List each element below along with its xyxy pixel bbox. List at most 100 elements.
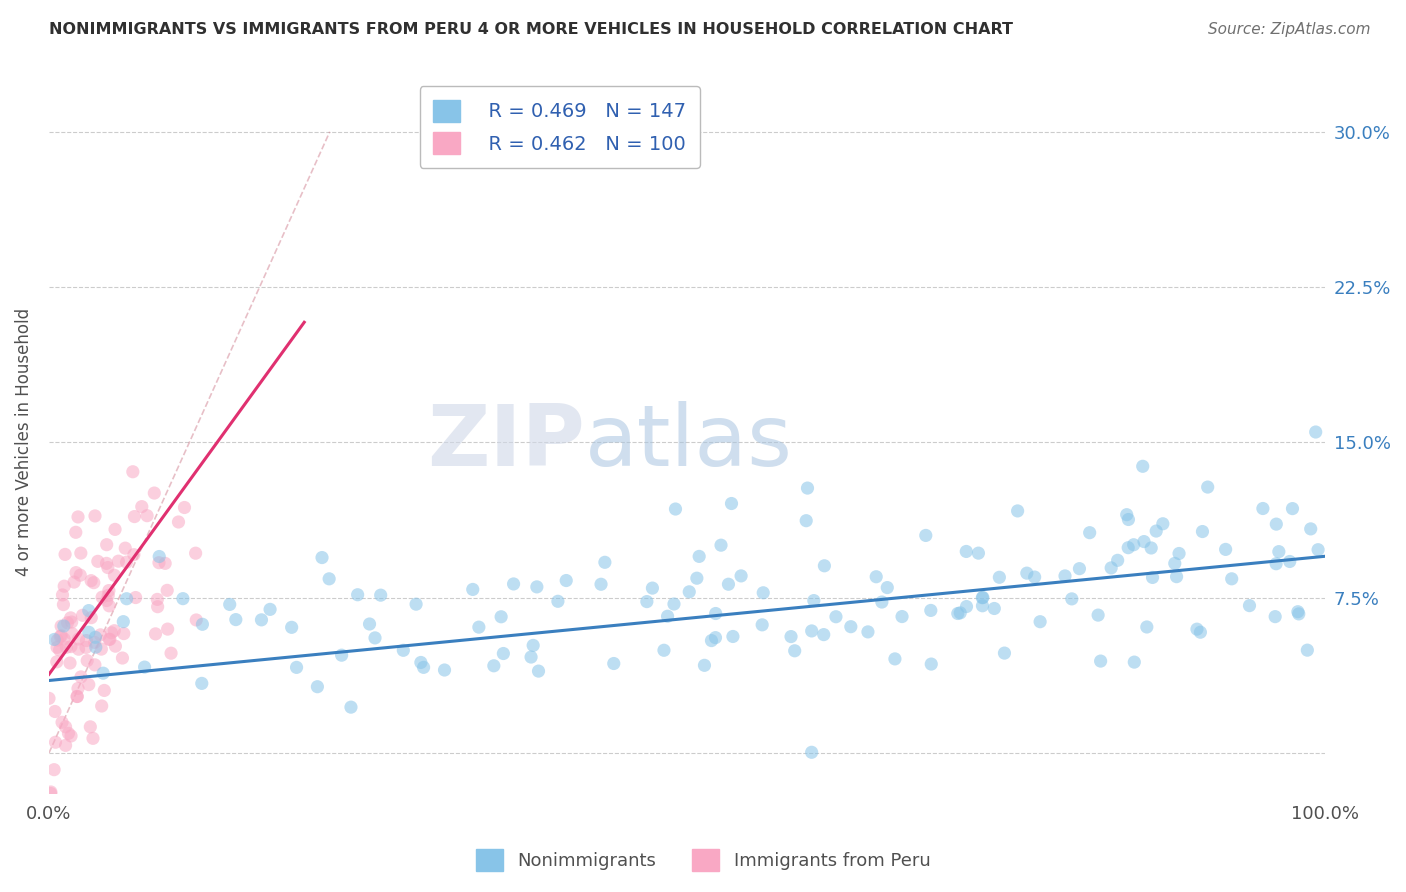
Point xyxy=(111,651,134,665)
Point xyxy=(1305,425,1327,439)
Point xyxy=(636,594,658,608)
Point xyxy=(1122,538,1144,552)
Point xyxy=(83,657,105,672)
Point xyxy=(1281,501,1303,516)
Point xyxy=(66,690,89,704)
Point xyxy=(1078,525,1101,540)
Point xyxy=(1189,625,1212,640)
Point xyxy=(547,594,569,608)
Point xyxy=(914,528,936,542)
Point xyxy=(1278,554,1301,568)
Point xyxy=(97,583,120,598)
Point xyxy=(520,650,543,665)
Point xyxy=(285,660,308,674)
Point xyxy=(318,572,340,586)
Point xyxy=(107,554,129,568)
Point xyxy=(752,586,775,600)
Point xyxy=(1015,566,1038,581)
Point xyxy=(891,609,914,624)
Point xyxy=(967,546,990,560)
Point xyxy=(55,720,77,734)
Point xyxy=(405,597,427,611)
Point xyxy=(80,574,103,588)
Point xyxy=(59,640,82,654)
Point xyxy=(1118,512,1140,526)
Point xyxy=(409,656,432,670)
Text: NONIMMIGRANTS VS IMMIGRANTS FROM PERU 4 OR MORE VEHICLES IN HOUSEHOLD CORRELATIO: NONIMMIGRANTS VS IMMIGRANTS FROM PERU 4 … xyxy=(49,22,1014,37)
Point xyxy=(46,633,69,648)
Point xyxy=(80,610,103,624)
Point xyxy=(49,630,72,644)
Point xyxy=(45,655,67,669)
Point xyxy=(1286,605,1309,619)
Point xyxy=(704,607,727,621)
Point xyxy=(688,549,710,564)
Point xyxy=(1133,534,1156,549)
Point xyxy=(1220,572,1243,586)
Point xyxy=(69,568,91,582)
Point xyxy=(53,579,76,593)
Point xyxy=(115,555,138,569)
Point xyxy=(103,568,125,582)
Point xyxy=(1197,480,1219,494)
Point xyxy=(114,541,136,556)
Point xyxy=(60,615,83,629)
Point xyxy=(884,652,907,666)
Point xyxy=(143,486,166,500)
Point xyxy=(730,569,752,583)
Point xyxy=(83,635,105,649)
Point xyxy=(783,644,806,658)
Point xyxy=(124,591,146,605)
Point xyxy=(800,624,823,638)
Point xyxy=(79,720,101,734)
Point xyxy=(693,658,716,673)
Point xyxy=(38,691,60,706)
Point xyxy=(259,602,281,616)
Point xyxy=(58,726,80,740)
Point xyxy=(51,715,73,730)
Point xyxy=(412,660,434,674)
Point xyxy=(839,620,862,634)
Point xyxy=(55,640,77,655)
Point xyxy=(346,588,368,602)
Point xyxy=(1299,522,1322,536)
Point xyxy=(173,500,195,515)
Point xyxy=(89,628,111,642)
Point xyxy=(589,577,612,591)
Point xyxy=(482,658,505,673)
Point xyxy=(44,632,66,647)
Point xyxy=(1251,501,1274,516)
Point xyxy=(84,640,107,655)
Point xyxy=(522,639,544,653)
Point xyxy=(134,660,156,674)
Point xyxy=(721,630,744,644)
Point xyxy=(972,599,994,613)
Point xyxy=(1306,542,1329,557)
Point xyxy=(91,590,114,604)
Point xyxy=(280,620,302,634)
Point xyxy=(131,500,153,514)
Point xyxy=(146,592,169,607)
Point xyxy=(1264,609,1286,624)
Point xyxy=(191,676,214,690)
Point xyxy=(955,599,977,614)
Point xyxy=(52,598,75,612)
Point xyxy=(993,646,1015,660)
Point xyxy=(172,591,194,606)
Point xyxy=(955,544,977,558)
Point xyxy=(59,611,82,625)
Point xyxy=(46,640,69,655)
Point xyxy=(433,663,456,677)
Point xyxy=(949,606,972,620)
Point xyxy=(103,624,125,638)
Point xyxy=(330,648,353,663)
Point xyxy=(825,609,848,624)
Point xyxy=(225,613,247,627)
Point xyxy=(780,630,803,644)
Point xyxy=(1087,608,1109,623)
Point xyxy=(555,574,578,588)
Point xyxy=(55,739,77,753)
Point xyxy=(1215,542,1237,557)
Point xyxy=(75,640,97,655)
Point xyxy=(678,584,700,599)
